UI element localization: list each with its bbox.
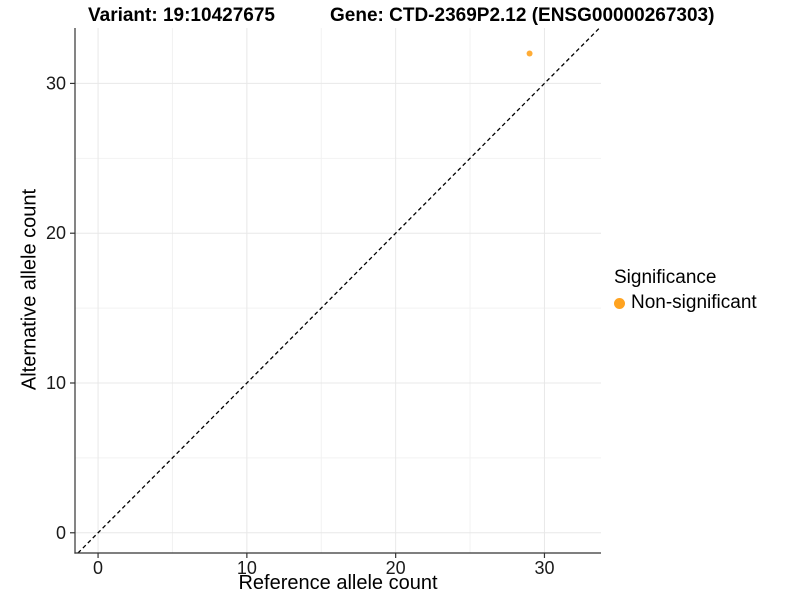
variant-title: Variant: 19:10427675 <box>88 5 275 26</box>
x-tick-label: 10 <box>237 558 257 578</box>
y-axis-title: Alternative allele count <box>18 188 41 391</box>
identity-dashed-line <box>77 27 600 554</box>
data-point <box>526 50 533 57</box>
gene-title: Gene: CTD-2369P2.12 (ENSG00000267303) <box>330 5 715 26</box>
y-tick-label: 30 <box>46 73 66 93</box>
legend-item-label: Non-significant <box>631 292 757 313</box>
y-tick-label: 0 <box>56 523 66 543</box>
x-tick-label: 0 <box>93 558 103 578</box>
x-axis-title: Reference allele count <box>238 572 438 594</box>
x-tick-label: 20 <box>386 558 406 578</box>
legend-point-icon <box>614 297 625 309</box>
legend-item: Non-significant <box>614 292 757 314</box>
legend: Significance Non-significant <box>614 266 757 314</box>
x-tick-label: 30 <box>534 558 554 578</box>
y-tick-label: 10 <box>46 373 66 393</box>
y-tick-label: 20 <box>46 223 66 243</box>
legend-title: Significance <box>614 267 717 288</box>
